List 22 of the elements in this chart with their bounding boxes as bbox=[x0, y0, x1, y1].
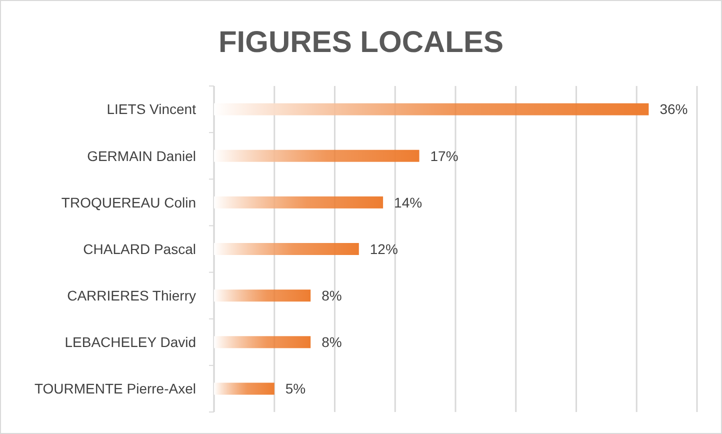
y-tick-label: CHALARD Pascal bbox=[83, 240, 196, 257]
data-label: 5% bbox=[285, 380, 306, 397]
data-label: 36% bbox=[660, 101, 688, 118]
y-tick-label: GERMAIN Daniel bbox=[87, 148, 196, 164]
y-tick-label: LEBACHELEY David bbox=[64, 334, 196, 350]
data-label: 12% bbox=[370, 240, 398, 257]
bar bbox=[214, 336, 311, 348]
bar bbox=[214, 150, 420, 162]
chart-title: FIGURES LOCALES bbox=[218, 26, 504, 59]
data-label: 8% bbox=[322, 287, 342, 304]
y-tick-label: CARRIERES Thierry bbox=[67, 287, 196, 304]
data-label: 8% bbox=[322, 334, 342, 350]
y-tick-label: TROQUEREAU Colin bbox=[61, 194, 196, 210]
bar bbox=[214, 196, 384, 208]
data-label: 17% bbox=[430, 148, 458, 164]
bar bbox=[214, 382, 274, 395]
y-tick-label: LIETS Vincent bbox=[106, 101, 196, 118]
bar bbox=[214, 243, 359, 255]
y-tick-label: TOURMENTE Pierre-Axel bbox=[34, 380, 196, 397]
data-label: 14% bbox=[394, 194, 422, 210]
bar bbox=[214, 290, 311, 302]
bar bbox=[214, 103, 649, 116]
